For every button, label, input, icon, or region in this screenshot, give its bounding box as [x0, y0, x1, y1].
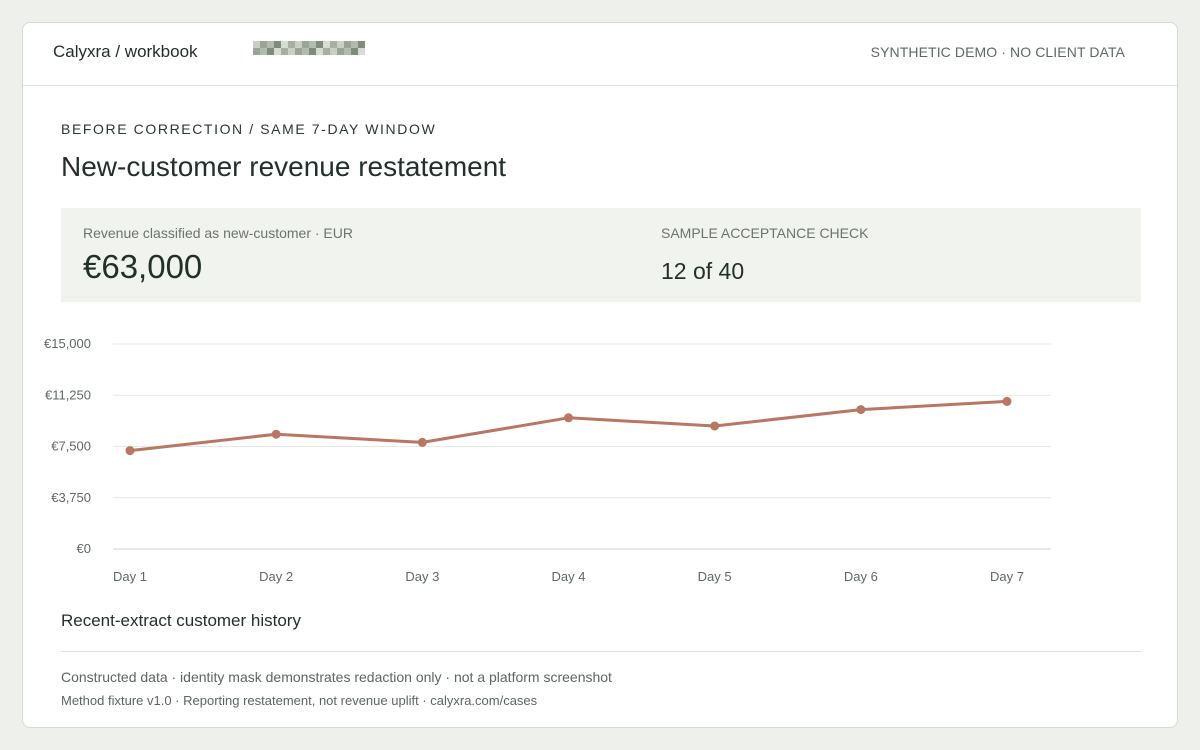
series-line — [129, 399, 1008, 453]
data-point — [271, 429, 281, 439]
x-tick-label: Day 1 — [113, 569, 147, 584]
acceptance-label: SAMPLE ACCEPTANCE CHECK — [661, 225, 869, 241]
y-tick-label: €0 — [77, 541, 91, 556]
revenue-label: Revenue classified as new-customer · EUR — [83, 225, 353, 241]
x-tick-label: Day 4 — [552, 569, 586, 584]
kpi-panel: Revenue classified as new-customer · EUR… — [61, 208, 1141, 302]
data-point — [417, 437, 427, 447]
revenue-value: €63,000 — [83, 248, 203, 285]
brand-title: Calyxra / workbook — [53, 42, 198, 61]
x-tick-label: Day 7 — [990, 569, 1024, 584]
x-tick-label: Day 3 — [405, 569, 439, 584]
data-point — [856, 405, 866, 415]
data-point — [125, 446, 135, 456]
divider — [61, 651, 1141, 652]
x-tick-label: Day 2 — [259, 569, 293, 584]
y-tick-label: €7,500 — [51, 439, 91, 454]
data-point — [1002, 396, 1012, 406]
demo-notice: SYNTHETIC DEMO · NO CLIENT DATA — [870, 44, 1125, 60]
x-tick-label: Day 5 — [698, 569, 732, 584]
top-bar: Calyxra / workbook SYNTHETIC DEMO · NO C… — [23, 23, 1177, 86]
acceptance-value: 12 of 40 — [661, 258, 745, 284]
data-point — [564, 413, 573, 423]
x-tick-label: Day 6 — [844, 569, 878, 584]
identity-redaction-mask — [253, 41, 365, 55]
footer-note: Constructed data · identity mask demonst… — [61, 669, 612, 685]
y-tick-label: €3,750 — [51, 490, 91, 505]
report-card: Calyxra / workbook SYNTHETIC DEMO · NO C… — [22, 22, 1178, 728]
footer-method: Method fixture v1.0 · Reporting restatem… — [61, 693, 538, 708]
y-tick-label: €15,000 — [44, 336, 91, 351]
eyebrow-label: BEFORE CORRECTION / SAME 7-DAY WINDOW — [61, 121, 437, 137]
section-title: Recent-extract customer history — [61, 611, 301, 630]
page-title: New-customer revenue restatement — [61, 151, 507, 182]
revenue-line-chart: €0 €3,750 €7,500 €11,250 €15,000 Day 1 Day 2 Da… — [44, 336, 1051, 584]
y-tick-label: €11,250 — [45, 387, 91, 402]
data-point — [710, 421, 720, 431]
